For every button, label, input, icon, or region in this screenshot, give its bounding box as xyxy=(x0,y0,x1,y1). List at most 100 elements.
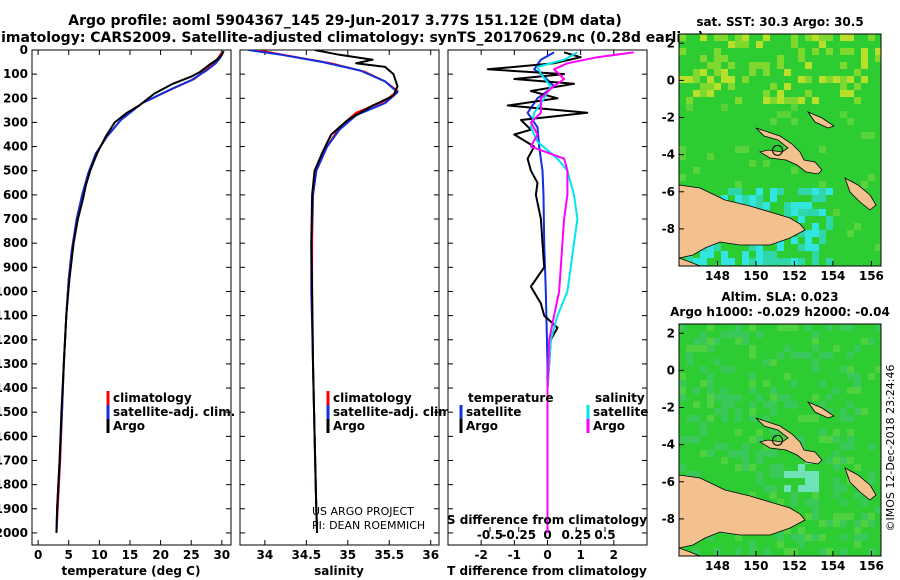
heatmap-cell xyxy=(770,251,777,258)
heatmap-cell xyxy=(819,188,826,195)
heatmap-cell xyxy=(805,209,812,216)
heatmap-cell xyxy=(707,83,714,90)
heatmap-cell xyxy=(777,62,784,69)
depth-tick-label: 700 xyxy=(3,212,28,226)
sst-land-coast-south xyxy=(679,257,701,266)
heatmap-cell xyxy=(791,41,798,48)
heatmap-cell xyxy=(721,443,728,450)
heatmap-cell xyxy=(693,415,700,422)
heatmap-cell xyxy=(840,443,847,450)
heatmap-cell xyxy=(784,485,791,492)
heatmap-cell xyxy=(784,202,791,209)
legend-label-s-argo: Argo xyxy=(593,419,625,433)
figure-title-line1: Argo profile: aoml 5904367_145 29-Jun-20… xyxy=(68,13,621,29)
heatmap-cell xyxy=(735,41,742,48)
heatmap-cell xyxy=(812,230,819,237)
heatmap-cell xyxy=(840,62,847,69)
depth-tick-label: 1600 xyxy=(0,429,28,443)
heatmap-cell xyxy=(812,251,819,258)
heatmap-cell xyxy=(714,69,721,76)
heatmap-cell xyxy=(700,69,707,76)
heatmap-cell xyxy=(791,104,798,111)
heatmap-cell xyxy=(833,450,840,457)
sla-argo-marker xyxy=(771,434,783,446)
s-difference-label: S difference from climatology xyxy=(447,513,647,527)
heatmap-cell xyxy=(854,520,861,527)
heatmap-cell xyxy=(735,324,742,331)
salinity-x-axis: 34 34.5 35 35.5 36 xyxy=(257,50,439,562)
heatmap-cell xyxy=(707,153,714,160)
heatmap-cell xyxy=(728,76,735,83)
heatmap-cell xyxy=(735,408,742,415)
x-tick-label: 2 xyxy=(610,548,618,562)
heatmap-cell xyxy=(798,244,805,251)
heatmap-cell xyxy=(686,359,693,366)
depth-tick-label: 100 xyxy=(3,67,28,81)
heatmap-cell xyxy=(728,62,735,69)
heatmap-cell xyxy=(777,55,784,62)
heatmap-cell xyxy=(749,244,756,251)
heatmap-cell xyxy=(784,83,791,90)
heatmap-cell xyxy=(686,104,693,111)
heatmap-cell xyxy=(686,352,693,359)
heatmap-cell xyxy=(756,244,763,251)
heatmap-cell xyxy=(700,366,707,373)
heatmap-cell xyxy=(777,352,784,359)
heatmap-cell xyxy=(749,408,756,415)
heatmap-cell xyxy=(812,394,819,401)
depth-tick-label: 1700 xyxy=(0,453,28,467)
heatmap-cell xyxy=(749,258,756,265)
depth-tick-label: 1500 xyxy=(0,405,28,419)
heatmap-cell xyxy=(714,338,721,345)
heatmap-cell xyxy=(728,41,735,48)
heatmap-cell xyxy=(763,359,770,366)
x-tick-label: 34.5 xyxy=(292,548,322,562)
x-tick-label: 30 xyxy=(213,548,230,562)
heatmap-cell xyxy=(798,464,805,471)
sla-map-title-line1: Altim. SLA: 0.023 xyxy=(721,290,838,304)
heatmap-cell xyxy=(854,541,861,548)
heatmap-cell xyxy=(756,457,763,464)
heatmap-cell xyxy=(847,324,854,331)
heatmap-cell xyxy=(770,485,777,492)
heatmap-cell xyxy=(749,345,756,352)
heatmap-cell xyxy=(840,83,847,90)
map-y-tick-label: 2 xyxy=(667,36,675,50)
x-tick-label: 20 xyxy=(152,548,169,562)
heatmap-cell xyxy=(847,230,854,237)
heatmap-cell xyxy=(812,345,819,352)
heatmap-cell xyxy=(854,223,861,230)
s-tick-label: -0.25 xyxy=(501,528,536,542)
sla-land-new-ireland xyxy=(806,401,835,419)
heatmap-cell xyxy=(700,251,707,258)
heatmap-cell xyxy=(805,485,812,492)
heatmap-cell xyxy=(805,324,812,331)
heatmap-cell xyxy=(686,436,693,443)
heatmap-cell xyxy=(721,331,728,338)
sla-land-coast-south xyxy=(679,547,701,556)
heatmap-cell xyxy=(728,83,735,90)
heatmap-cell xyxy=(679,76,686,83)
x-tick-label: 1 xyxy=(576,548,584,562)
heatmap-cell xyxy=(833,436,840,443)
heatmap-cell xyxy=(707,380,714,387)
depth-tick-label: 1000 xyxy=(0,284,28,298)
heatmap-cell xyxy=(721,401,728,408)
heatmap-cell xyxy=(847,352,854,359)
map-x-tick-label: 152 xyxy=(782,269,807,283)
heatmap-cell xyxy=(679,48,686,55)
heatmap-cell xyxy=(707,324,714,331)
heatmap-cell xyxy=(826,258,833,265)
heatmap-cell xyxy=(791,34,798,41)
heatmap-cell xyxy=(812,34,819,41)
heatmap-cell xyxy=(812,506,819,513)
heatmap-cell xyxy=(749,492,756,499)
heatmap-cell xyxy=(707,90,714,97)
heatmap-cell xyxy=(791,492,798,499)
heatmap-cell xyxy=(840,520,847,527)
heatmap-cell xyxy=(707,76,714,83)
heatmap-cell xyxy=(693,90,700,97)
heatmap-cell xyxy=(686,471,693,478)
map-x-tick-label: 150 xyxy=(743,559,768,573)
map-x-tick-label: 150 xyxy=(743,269,768,283)
